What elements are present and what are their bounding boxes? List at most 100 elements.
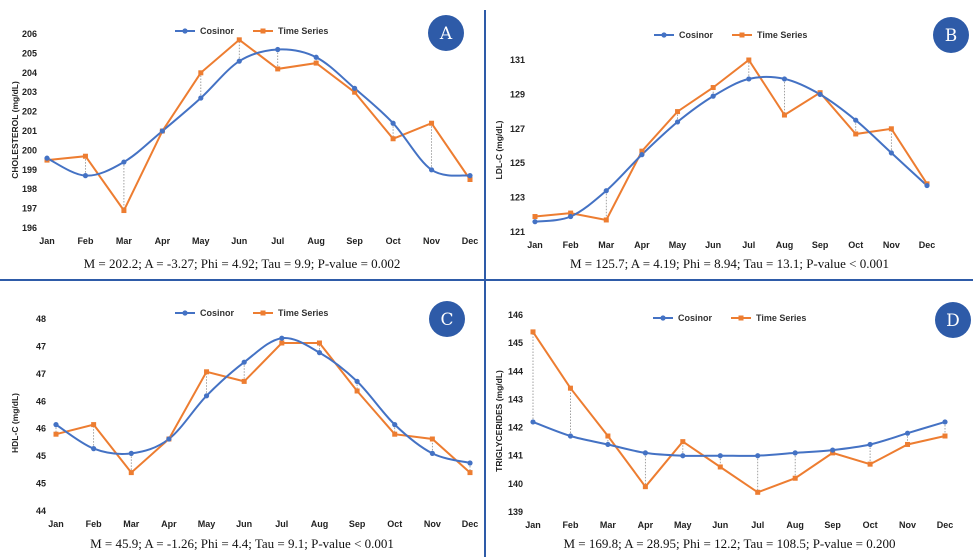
x-tick-label: Jun — [712, 520, 728, 530]
time-series-point — [128, 470, 134, 476]
time-series-point — [275, 66, 281, 72]
vertical-divider — [484, 10, 486, 557]
cosinor-point — [428, 167, 435, 173]
time-series-point — [605, 433, 611, 439]
y-tick-label: 200 — [22, 145, 37, 155]
y-tick-label: 201 — [22, 126, 37, 136]
x-tick-label: Nov — [883, 240, 900, 250]
time-series-point — [755, 489, 761, 495]
cosinor-point — [830, 447, 836, 453]
cosinor-line — [46, 48, 471, 177]
cosinor-point — [674, 119, 681, 125]
x-tick-label: Feb — [563, 240, 580, 250]
stats-text: M = 45.9; A = -1.26; Phi = 4.4; Tau = 9.… — [90, 536, 394, 551]
cosinor-point — [710, 93, 716, 99]
cosinor-point — [781, 76, 788, 82]
x-tick-label: Apr — [634, 240, 650, 250]
y-axis-label: TRIGLYCERIDES (mg/dL) — [494, 370, 504, 472]
x-tick-label: Jun — [705, 240, 721, 250]
y-tick-label: 198 — [22, 184, 37, 194]
x-tick-label: Jul — [751, 520, 764, 530]
panel-badge-label: B — [945, 26, 958, 46]
cosinor-point — [236, 58, 242, 64]
y-tick-label: 47 — [36, 341, 46, 351]
y-tick-label: 141 — [508, 451, 523, 461]
y-tick-label: 44 — [36, 506, 46, 516]
y-tick-label: 145 — [508, 338, 523, 348]
y-tick-label: 129 — [510, 89, 525, 99]
legend-cosinor-label: Cosinor — [200, 308, 234, 318]
x-tick-label: Jan — [39, 236, 55, 246]
time-series-point — [675, 109, 681, 115]
y-axis-label: CHOLESTEROL (mg/dL) — [10, 81, 20, 179]
y-tick-label: 205 — [22, 48, 37, 58]
time-series-point — [316, 340, 322, 346]
cosinor-point — [755, 453, 761, 459]
y-axis-label: HDL-C (mg/dL) — [10, 393, 20, 453]
panel-a-cholesterol: 196 197 198 199 200 201 202 203 204 205 206 Jan Feb M… — [0, 0, 484, 279]
x-tick-label: Nov — [424, 519, 441, 529]
x-tick-label: Jan — [525, 520, 541, 530]
x-tick-label: Jul — [742, 240, 755, 250]
cosinor-point — [275, 46, 281, 53]
time-series-point — [198, 70, 204, 76]
legend-time-series-marker — [738, 315, 744, 321]
y-tick-label: 121 — [510, 227, 525, 237]
x-tick-label: Sep — [346, 236, 363, 246]
x-tick-label: Mar — [598, 240, 615, 250]
cosinor-line — [55, 337, 471, 464]
y-tick-label: 199 — [22, 165, 37, 175]
x-tick-label: Jun — [236, 519, 252, 529]
x-tick-label: Oct — [387, 519, 402, 529]
y-tick-label: 143 — [508, 394, 523, 404]
time-series-point — [313, 60, 319, 66]
legend-cosinor-marker — [660, 315, 666, 321]
stats-text: M = 125.7; A = 4.19; Phi = 8.94; Tau = 1… — [570, 256, 889, 271]
y-tick-label: 196 — [22, 223, 37, 233]
time-series-line — [534, 58, 928, 222]
cosinor-line — [534, 75, 928, 223]
panel-badge — [935, 302, 971, 338]
cosinor-point — [605, 441, 611, 448]
x-tick-label: Oct — [386, 236, 401, 246]
time-series-point — [429, 436, 435, 442]
cosinor-point — [313, 54, 319, 60]
time-series-point — [392, 431, 398, 437]
x-tick-label: Nov — [423, 236, 440, 246]
legend-time-series-marker — [260, 310, 266, 316]
y-tick-label: 46 — [36, 396, 46, 406]
y-axis-label: LDL-C (mg/dL) — [494, 120, 504, 179]
cosinor-point — [642, 450, 648, 456]
x-tick-label: Apr — [638, 520, 654, 530]
cosinor-point — [717, 453, 723, 459]
x-tick-label: Jun — [231, 236, 247, 246]
panel-badge — [933, 17, 969, 53]
cosinor-point — [568, 213, 574, 220]
time-series-point — [830, 450, 836, 456]
legend-time-series-marker — [260, 28, 266, 34]
time-series-point — [792, 475, 798, 481]
legend-time-series-label: Time Series — [756, 313, 806, 323]
legend-cosinor-marker — [661, 32, 667, 38]
chart-svg: 139 140 141 142 143 144 145 146 Jan Feb Mar Apr May J… — [494, 302, 971, 551]
y-tick-label: 45 — [36, 479, 46, 489]
cosinor-line — [532, 420, 946, 457]
x-tick-label: Sep — [812, 240, 829, 250]
y-tick-label: 144 — [508, 366, 523, 376]
y-tick-label: 125 — [510, 158, 525, 168]
time-series-point — [53, 431, 59, 437]
time-series-point — [603, 217, 609, 223]
time-series-point — [530, 329, 536, 335]
cosinor-point — [44, 155, 50, 161]
cosinor-point — [942, 419, 948, 425]
cosinor-point — [279, 335, 285, 341]
x-tick-label: Feb — [86, 519, 103, 529]
legend-cosinor-marker — [182, 310, 188, 316]
cosinor-point — [867, 441, 873, 448]
cosinor-point — [159, 128, 165, 134]
panel-b-ldl: 121 123 125 127 129 131 Jan Feb Mar Apr May Jun Jul A… — [486, 0, 973, 279]
legend-cosinor-label: Cosinor — [200, 26, 234, 36]
panel-badge-label: C — [440, 310, 453, 330]
time-series-point — [279, 340, 285, 346]
x-tick-label: Sep — [349, 519, 366, 529]
